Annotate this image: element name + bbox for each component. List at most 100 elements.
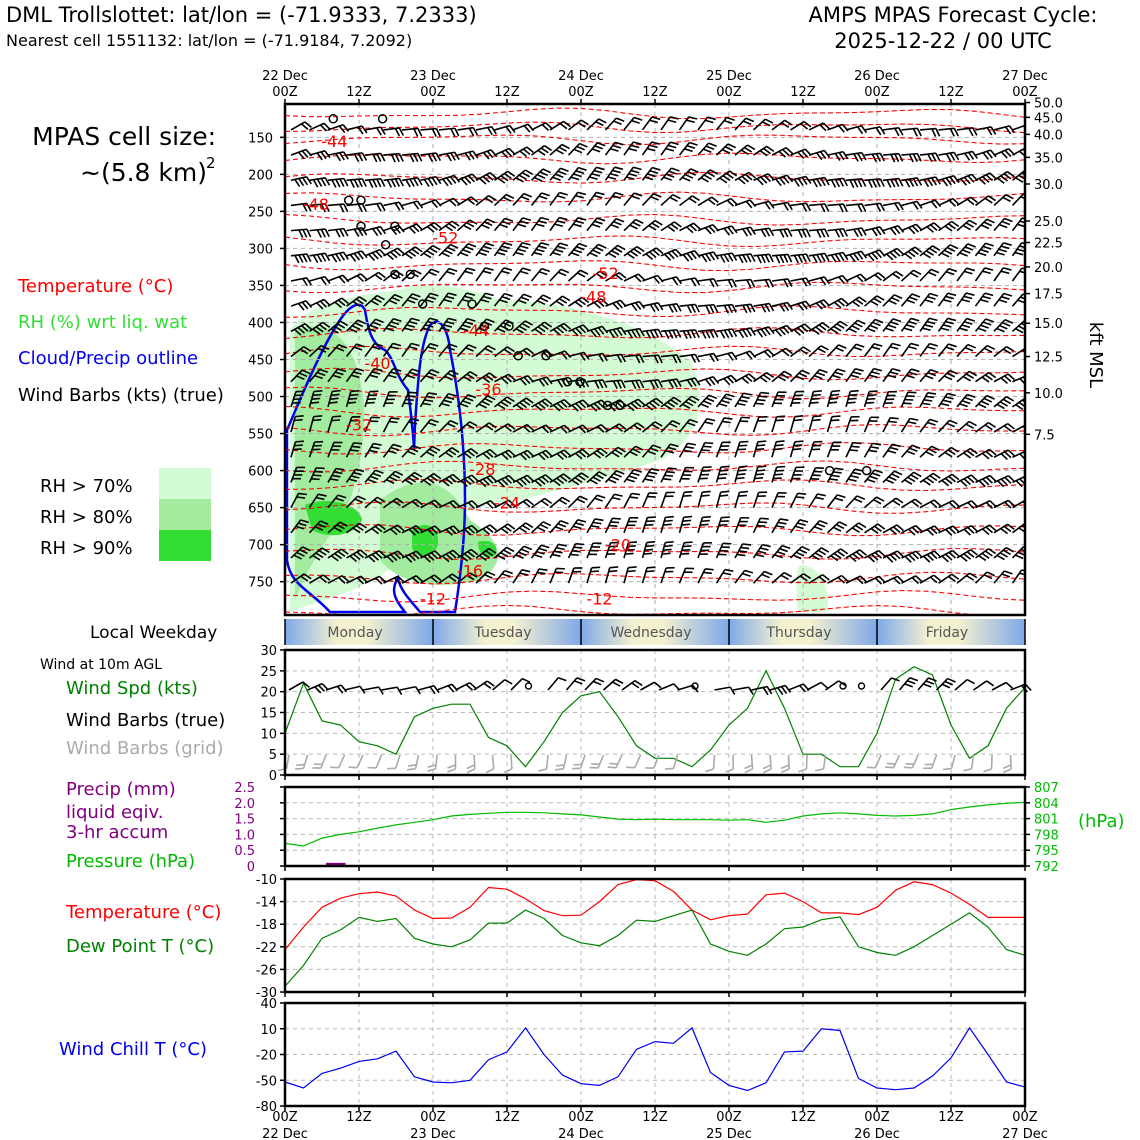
barb-feather (723, 227, 730, 236)
barb-feather (397, 550, 405, 558)
wind-barb (808, 368, 828, 383)
barb-staff (900, 368, 912, 383)
wind-barb (531, 321, 553, 335)
barb-feather (336, 323, 346, 329)
barb-feather (984, 267, 994, 271)
barb-feather (449, 199, 457, 207)
wind-barb (753, 302, 775, 313)
barb-feather (848, 327, 857, 334)
barb-staff (567, 167, 579, 181)
barb-feather (649, 119, 659, 124)
barb-staff (290, 202, 307, 207)
barb-feather (371, 446, 380, 450)
barb-feather (411, 317, 420, 322)
barb-feather (822, 574, 830, 581)
barb-staff (456, 318, 468, 332)
barb-feather (837, 368, 846, 373)
barb-feather (504, 476, 513, 484)
barb-staff (734, 303, 751, 307)
barb-feather (671, 250, 679, 258)
date-label-top: 22 Dec (262, 69, 308, 84)
barb-feather (857, 319, 866, 325)
barb-feather (340, 548, 349, 555)
wind-barb (845, 415, 860, 433)
barb-feather (430, 369, 440, 374)
wind-barb (327, 575, 350, 584)
barb-feather (722, 420, 731, 424)
precip-tick-label: 0.5 (234, 844, 255, 859)
barb-feather (354, 322, 364, 328)
barb-feather (371, 371, 381, 375)
barb-feather (998, 299, 1008, 304)
wind-barb (604, 469, 625, 484)
wind-barb (678, 116, 698, 131)
barb-feather (895, 270, 904, 277)
wind-barb (919, 245, 941, 259)
barb-feather (832, 374, 841, 379)
barb-staff (882, 343, 893, 357)
barb-feather (398, 127, 405, 136)
barb-feather (388, 476, 398, 482)
barb-feather (793, 418, 803, 422)
barb-staff (734, 569, 746, 584)
calm-circle (380, 239, 391, 250)
barb-feather (925, 680, 935, 685)
wind-barb (438, 292, 457, 307)
calm-circle (562, 376, 573, 387)
time-tick-label-bottom: 00Z (420, 1110, 446, 1125)
wind-barb (475, 547, 497, 561)
wind-barb (975, 548, 997, 562)
barb-feather (312, 767, 321, 769)
wind-barb-true (732, 686, 754, 695)
barb-feather (722, 441, 731, 444)
wind-barb (697, 303, 719, 314)
barb-feather (429, 247, 438, 254)
barb-feather (929, 474, 938, 482)
barb-staff (475, 345, 489, 358)
barb-feather (559, 475, 568, 482)
barb-feather (682, 403, 691, 409)
barb-feather (928, 317, 938, 322)
barb-staff (623, 116, 635, 131)
barb-staff (787, 754, 790, 770)
wind-barb (364, 318, 384, 333)
barb-feather (592, 680, 602, 686)
barb-staff (950, 754, 956, 769)
barb-feather (397, 524, 405, 532)
barb-feather (501, 453, 509, 461)
barb-feather (851, 415, 860, 418)
barb-feather (459, 252, 469, 257)
barb-feather (838, 204, 844, 213)
barb-staff (660, 329, 678, 333)
wind-barb (309, 203, 330, 213)
wind-barb (642, 328, 664, 339)
barb-feather (708, 377, 716, 386)
barb-staff (808, 176, 825, 182)
barb-feather (904, 479, 913, 485)
barb-feather (1019, 245, 1025, 249)
barb-feather (945, 153, 952, 162)
barb-feather (398, 153, 404, 162)
wind-barb-grid (645, 754, 660, 769)
barb-feather (426, 395, 435, 399)
barb-staff (863, 295, 878, 307)
barb-feather (892, 367, 901, 372)
barb-feather (690, 329, 696, 339)
barb-feather (709, 279, 715, 288)
barb-staff (880, 677, 893, 691)
barb-feather (923, 767, 932, 770)
barb-feather (690, 168, 699, 174)
barb-feather (320, 277, 327, 286)
barb-staff (956, 500, 972, 509)
barb-feather (911, 444, 921, 449)
barb-feather (913, 471, 922, 478)
wind-barb (882, 270, 904, 282)
barb-feather (435, 176, 442, 185)
barb-staff (716, 303, 733, 307)
barb-staff (771, 441, 777, 458)
wind-barb (420, 221, 442, 233)
barb-feather (426, 250, 435, 256)
barb-feather (503, 549, 512, 555)
wind-barb-true (788, 683, 810, 693)
barb-feather (296, 466, 306, 469)
